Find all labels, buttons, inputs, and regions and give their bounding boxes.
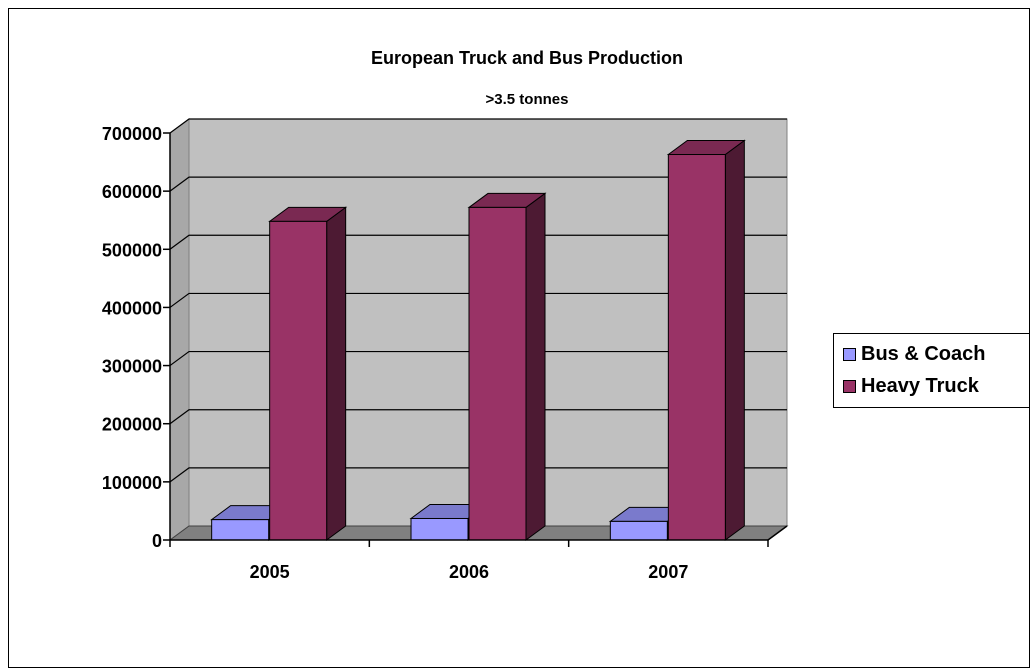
bars (210, 139, 746, 541)
bar (410, 517, 469, 541)
legend-item-bus-coach: Bus & Coach (843, 342, 985, 366)
gridline (169, 176, 787, 192)
axes: 0 100000 200000 300000 400000 500000 600000 700… (102, 124, 788, 582)
bar-side (724, 139, 745, 541)
bar (667, 154, 726, 541)
bar-side (525, 192, 546, 541)
y-tick-label: 400000 (102, 298, 162, 318)
x-tick-label: 2007 (648, 562, 688, 582)
legend-item-heavy-truck: Heavy Truck (843, 374, 979, 398)
gridline (169, 292, 787, 308)
legend: Bus & Coach Heavy Truck (833, 333, 1030, 408)
side-wall (169, 118, 190, 541)
gridline (169, 467, 787, 483)
gridline (169, 350, 787, 367)
gridline (169, 118, 787, 134)
legend-label-bus-coach: Bus & Coach (861, 342, 986, 365)
chart-title: European Truck and Bus Production (371, 48, 683, 68)
x-tick-label: 2006 (449, 562, 489, 582)
bar (211, 519, 270, 541)
gridline (169, 234, 787, 250)
y-tick-label: 100000 (102, 473, 162, 493)
y-tick-label: 700000 (102, 124, 162, 144)
y-tick-label: 200000 (102, 415, 162, 435)
x-tick-label: 2005 (250, 562, 290, 582)
bar (269, 220, 328, 541)
legend-swatch-heavy-truck (843, 379, 856, 393)
x-axis-end (767, 525, 788, 541)
chart-subtitle: >3.5 tonnes (486, 91, 569, 108)
legend-swatch-bus-coach (843, 347, 856, 361)
y-tick-label: 500000 (102, 240, 162, 260)
legend-label-heavy-truck: Heavy Truck (861, 374, 979, 397)
bar-side (326, 206, 347, 541)
bar (468, 206, 527, 541)
y-tick-label: 600000 (102, 182, 162, 202)
y-tick-label: 0 (152, 531, 162, 551)
bar (609, 520, 668, 541)
y-tick-label: 300000 (102, 357, 162, 377)
gridline (169, 409, 787, 425)
